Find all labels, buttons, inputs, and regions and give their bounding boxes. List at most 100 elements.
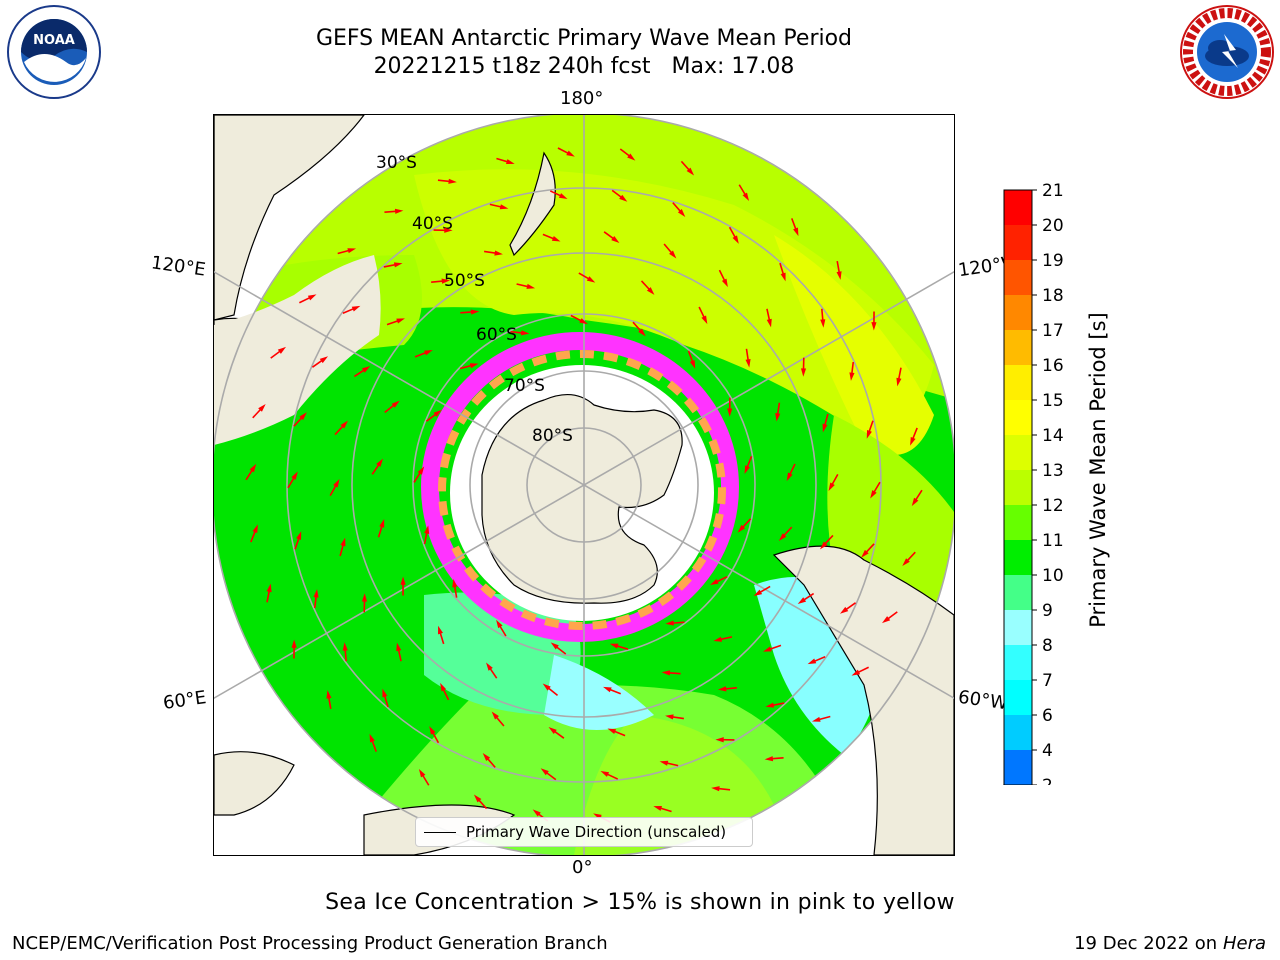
wave-arrow-head	[452, 578, 458, 588]
wave-arrow-head	[600, 771, 610, 777]
wave-arrow-head	[333, 478, 340, 488]
wave-arrow-head	[786, 472, 793, 482]
wave-arrow-head	[469, 363, 479, 369]
south-america-land	[772, 545, 954, 855]
wave-arrow-head	[737, 524, 746, 533]
wave-arrow-head	[849, 372, 855, 381]
wave-arrow-head	[296, 531, 302, 540]
wave-arrow-head	[369, 733, 375, 743]
wave-arrow-head	[866, 430, 872, 439]
wave-arrow-head	[669, 250, 677, 259]
wave-arrow-head	[505, 159, 515, 165]
wave-arrow-head	[766, 318, 772, 328]
wave-arrow-head	[340, 537, 346, 547]
wave-arrow-head	[689, 360, 696, 369]
colorbar-segment	[1004, 330, 1032, 365]
colorbar-segment	[1004, 190, 1032, 225]
footer-date: 19 Dec 2022 on Hera	[1074, 933, 1266, 954]
wave-arrow-head	[881, 616, 891, 624]
colorbar-segment	[1004, 295, 1032, 330]
wave-arrow-head	[764, 756, 774, 762]
colorbar-tick-label: 12	[1042, 496, 1064, 516]
wave-arrow-head	[548, 727, 557, 734]
lon-label-120e: 120°E	[149, 252, 207, 281]
graticule	[214, 115, 954, 855]
wave-arrow-head	[896, 377, 902, 387]
colorbar-segment	[1004, 610, 1032, 645]
wave-arrow-head	[526, 283, 536, 289]
colorbar-tick-label: 9	[1042, 601, 1053, 621]
wave-arrow-head	[717, 686, 727, 692]
colorbar-segment	[1004, 575, 1032, 610]
wave-arrow-head	[811, 716, 821, 722]
lat-label-70: 70°S	[504, 376, 545, 396]
wave-arrow-head	[470, 309, 480, 315]
footer-host: Hera	[1222, 933, 1266, 954]
wave-arrow-head	[778, 533, 787, 542]
lat-label-40: 40°S	[412, 214, 453, 234]
colorbar-tick-label: 13	[1042, 461, 1064, 481]
legend-label: Primary Wave Direction (unscaled)	[466, 823, 727, 841]
wave-arrow-head	[611, 236, 620, 243]
wave-arrow-head	[710, 579, 719, 585]
colorbar-segment	[1004, 540, 1032, 575]
wave-arrow-head	[603, 686, 612, 693]
wave-arrow-head	[277, 346, 287, 354]
legend-line-swatch	[424, 831, 456, 833]
lon-label-60e: 60°E	[161, 687, 208, 714]
footer-credit: NCEP/EMC/Verification Post Processing Pr…	[12, 933, 608, 954]
colorbar-tick-label: 14	[1042, 426, 1064, 446]
wave-arrow-head	[638, 328, 646, 337]
colorbar-segment	[1004, 715, 1032, 750]
wave-arrow-head	[307, 294, 317, 301]
wave-arrow-head	[313, 589, 319, 598]
colorbar-tick-label: 20	[1042, 216, 1064, 236]
chart-title: GEFS MEAN Antarctic Primary Wave Mean Pe…	[315, 26, 853, 51]
wave-arrow-head	[646, 287, 655, 295]
colorbar-segment	[1004, 400, 1032, 435]
colorbar-segment	[1004, 645, 1032, 680]
wave-arrow-head	[540, 768, 549, 776]
wave-arrow-head	[665, 620, 674, 626]
wave-arrow-head	[347, 248, 357, 254]
wave-arrow-head	[376, 458, 384, 467]
wave-arrow-head	[433, 409, 442, 417]
wave-arrow-head	[653, 805, 663, 811]
wave-arrow-head	[319, 356, 329, 364]
wave-arrow-head	[711, 786, 720, 792]
wave-arrow-head	[351, 305, 361, 312]
wave-arrow-head	[440, 682, 447, 692]
lat-label-60: 60°S	[476, 325, 517, 345]
colorbar-segment	[1004, 750, 1032, 785]
wave-arrow-head	[797, 597, 807, 604]
colorbar-tick-label: 4	[1042, 741, 1053, 761]
wave-arrow-head	[396, 642, 402, 652]
wave-arrow-head	[486, 662, 493, 671]
colorbar-tick-label: 15	[1042, 391, 1064, 411]
wave-arrow-head	[871, 322, 877, 331]
wave-arrow-head	[340, 420, 349, 429]
wave-arrow-head	[396, 318, 405, 324]
wave-arrow-head	[727, 408, 733, 417]
colorbar-tick-label: 17	[1042, 321, 1064, 341]
wave-arrow-head	[448, 178, 457, 184]
colorbar-segment	[1004, 260, 1032, 295]
wave-arrow-head	[820, 319, 826, 328]
wave-arrow-head	[532, 809, 541, 817]
wave-arrow-head	[732, 235, 739, 244]
wave-arrow-head	[745, 359, 751, 368]
wave-arrow-head	[299, 412, 307, 421]
wave-arrow-head	[266, 583, 272, 593]
lon-label-180: 180°	[560, 88, 604, 109]
wave-arrow-head	[607, 728, 617, 734]
wave-arrow-head	[715, 737, 724, 743]
colorbar-frame	[1003, 189, 1033, 785]
wave-direction-arrows	[245, 147, 923, 823]
wave-arrow-head	[550, 642, 559, 650]
wave-arrow-head	[438, 625, 443, 635]
wave-arrow-head	[609, 643, 619, 649]
colorbar-tick-label: 2	[1042, 776, 1053, 785]
wave-arrow-head	[713, 636, 723, 642]
wave-arrow-head	[342, 642, 348, 651]
wave-arrow-head	[742, 192, 750, 202]
